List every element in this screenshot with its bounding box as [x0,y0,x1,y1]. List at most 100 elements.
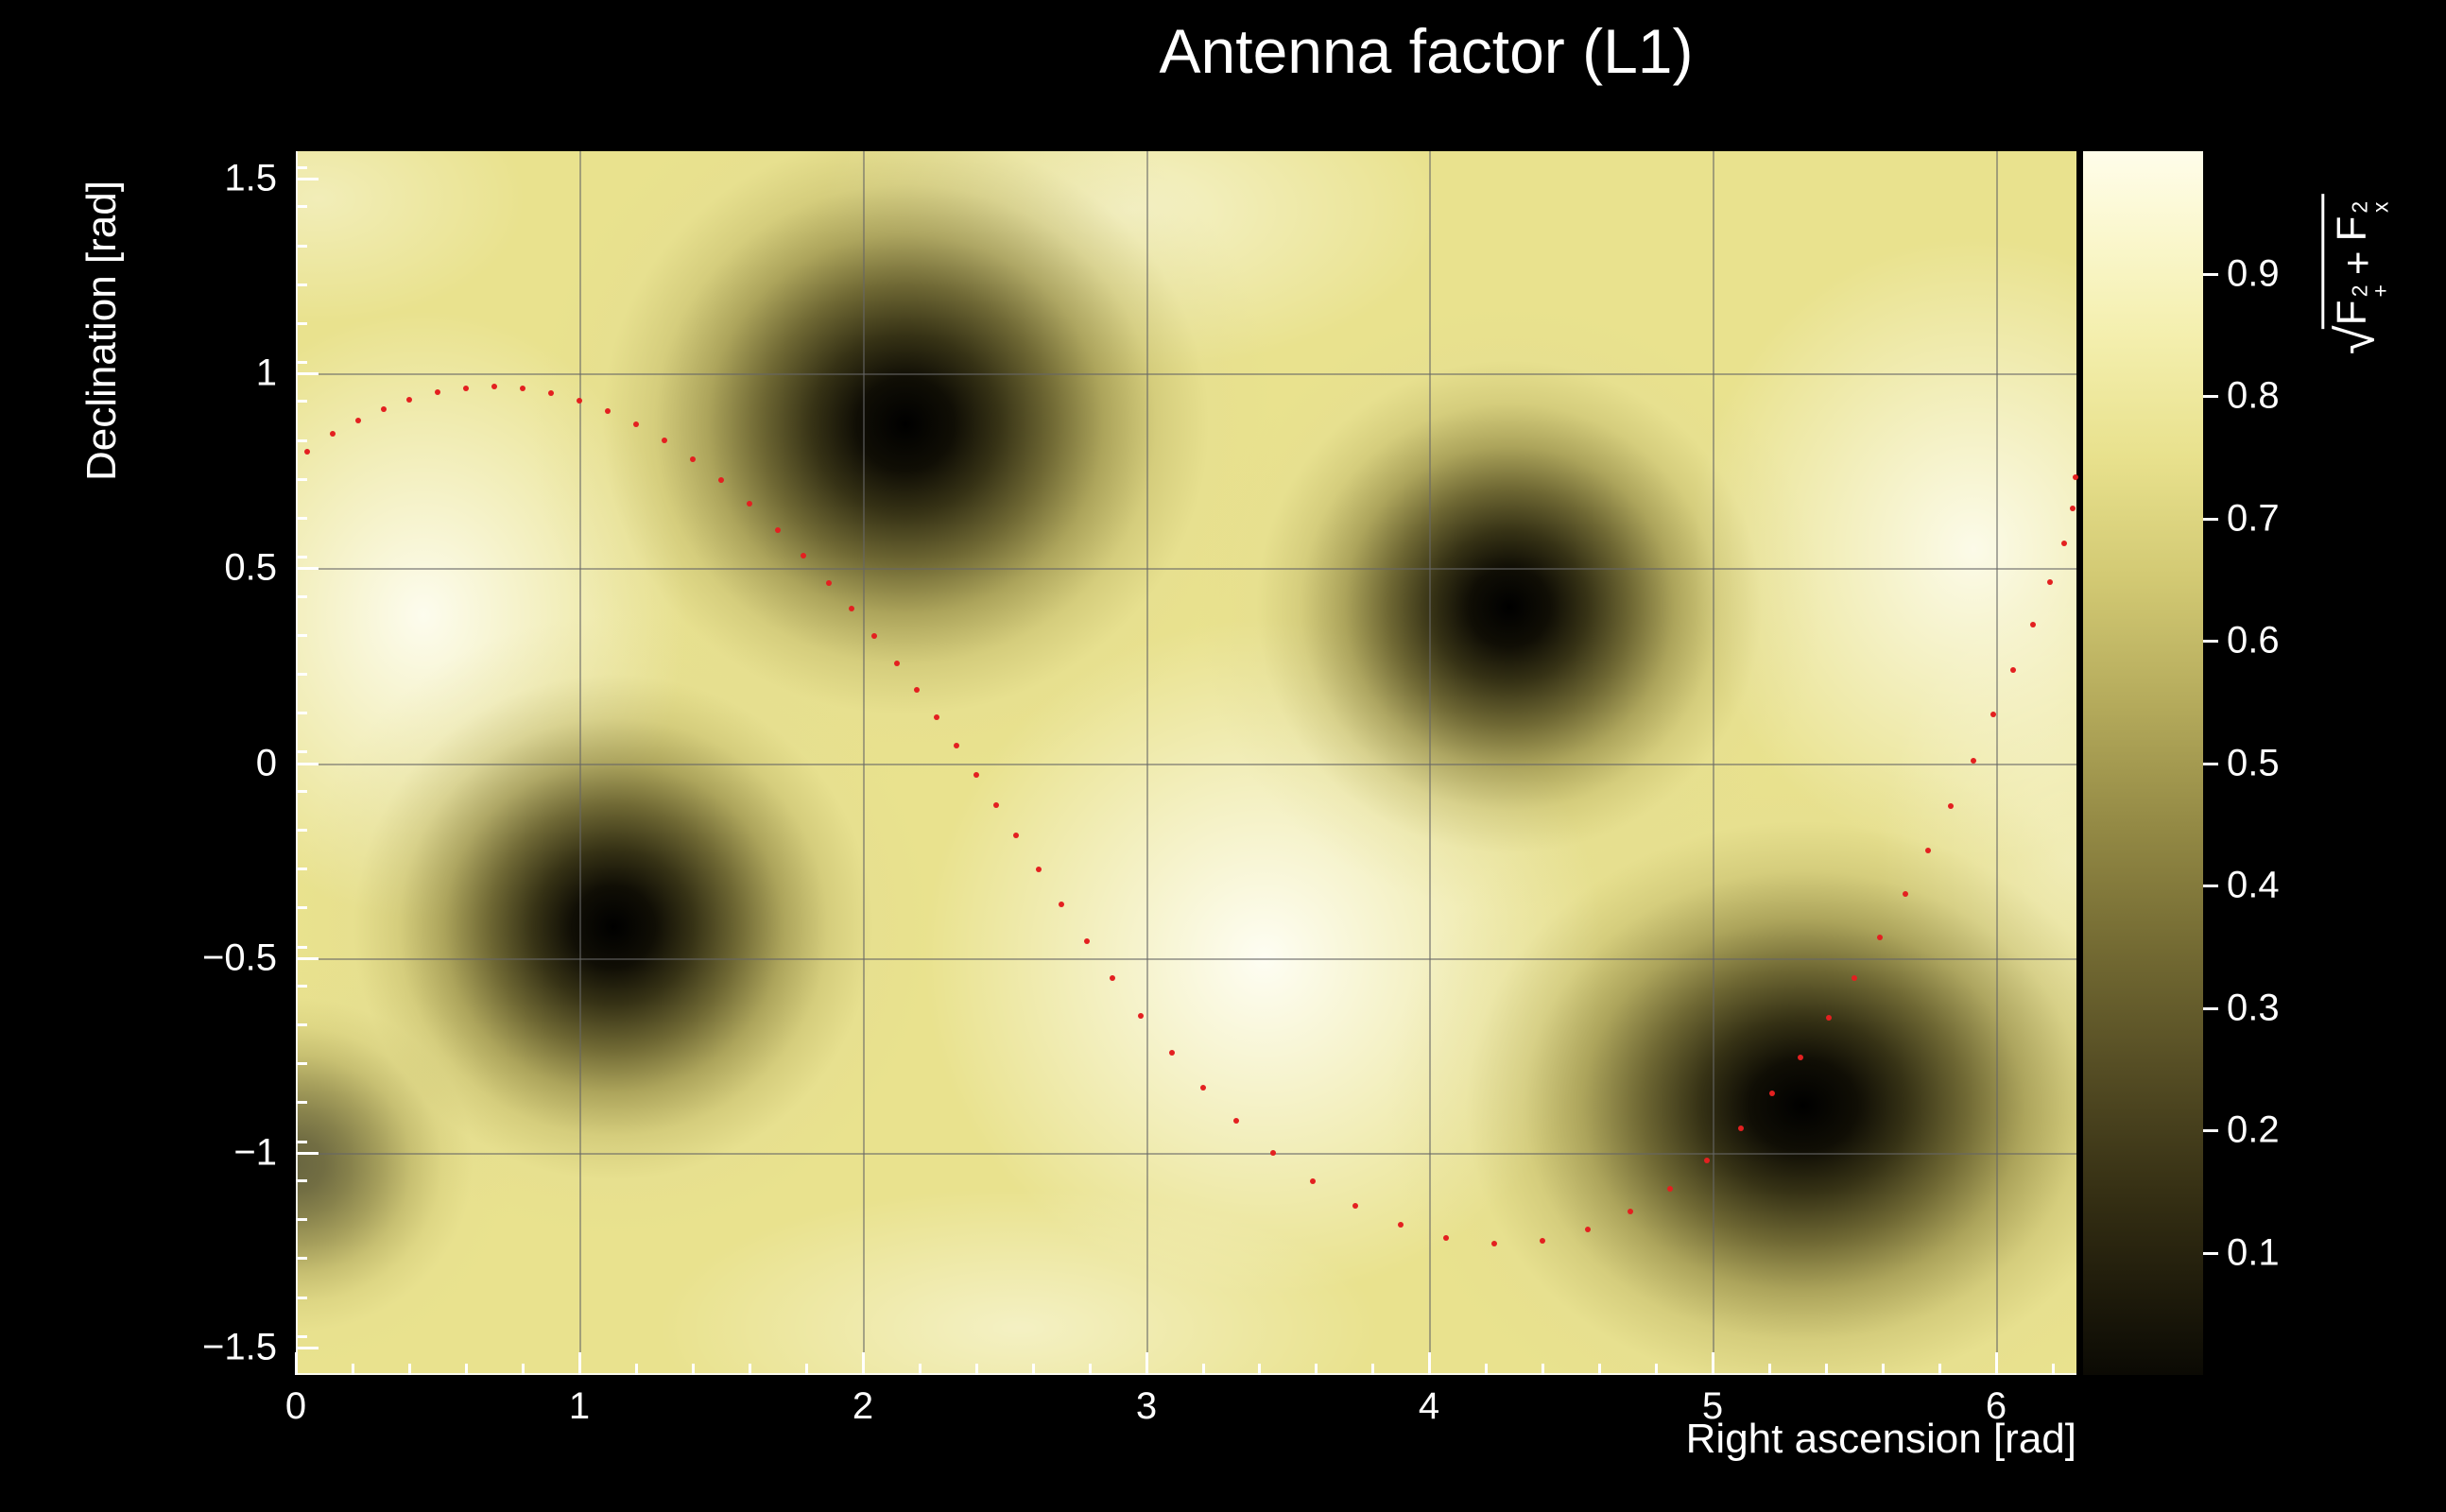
track-dot [1826,1015,1832,1021]
y-major-tick [296,763,319,765]
y-tick-label: −1.5 [202,1326,277,1368]
colorbar-tick-label: 0.4 [2227,864,2280,906]
x-minor-tick [1371,1364,1374,1375]
track-dot [1585,1227,1591,1232]
track-dot [1013,833,1019,838]
colorbar-tick [2203,1129,2218,1132]
colorbar-title: √ F 2 + + F 2 x [2321,193,2392,355]
x-tick-label: 4 [1418,1385,1440,1427]
y-minor-tick [296,556,307,558]
x-minor-tick [975,1364,978,1375]
x-major-tick [1712,1352,1714,1375]
x-minor-tick [1542,1364,1544,1375]
y-tick-label: 0.5 [224,546,277,589]
colorbar-tick-label: 0.1 [2227,1231,2280,1274]
track-dot [520,386,525,391]
y-minor-tick [296,712,307,714]
track-dot [1540,1238,1545,1244]
gridline-x [1713,151,1714,1375]
y-minor-tick [296,205,307,208]
track-dot [2073,474,2078,480]
track-dot [1110,975,1115,981]
gridline-x [1146,151,1148,1375]
x-minor-tick [1258,1364,1261,1375]
y-minor-tick [296,906,307,909]
x-minor-tick [1089,1364,1092,1375]
track-dot [1948,803,1954,809]
x-major-tick [862,1352,865,1375]
x-minor-tick [1315,1364,1318,1375]
y-minor-tick [296,1023,307,1026]
track-dot [381,406,387,412]
x-minor-tick [1032,1364,1035,1375]
x-minor-tick [465,1364,468,1375]
track-dot [662,438,667,443]
track-dot [1200,1085,1206,1091]
x-tick-label: 3 [1135,1385,1158,1427]
colorbar-tick [2203,273,2218,276]
y-minor-tick [296,673,307,676]
y-minor-tick [296,1062,307,1065]
x-minor-tick [1485,1364,1488,1375]
f-plus-sub: + [2368,284,2392,298]
track-dot [463,386,469,391]
colorbar-tick-label: 0.3 [2227,987,2280,1029]
y-minor-tick [296,790,307,793]
radical-sign: √ [2325,325,2385,355]
y-minor-tick [296,439,307,442]
y-minor-tick [296,750,307,753]
track-dot [2030,622,2036,627]
y-minor-tick [296,166,307,169]
y-major-tick [296,1347,319,1349]
antenna-minimum-blob [296,958,514,1371]
track-dot [801,553,806,558]
colorbar-tick-label: 0.6 [2227,619,2280,662]
f-cross-sub: x [2368,201,2392,213]
y-minor-tick [296,245,307,248]
x-minor-tick [352,1364,354,1375]
x-major-tick [295,1352,298,1375]
y-major-tick [296,567,319,570]
gridline-y [296,568,2076,570]
gridline-y [296,373,2076,375]
y-major-tick [296,1152,319,1155]
track-dot [826,580,832,586]
x-minor-tick [1598,1364,1601,1375]
y-minor-tick [296,1141,307,1143]
y-minor-tick [296,1257,307,1260]
track-dot [1798,1055,1803,1060]
track-dot [1036,867,1042,872]
plus-operator: + [2334,250,2382,276]
track-dot [2070,506,2076,511]
x-minor-tick [919,1364,922,1375]
track-dot [1084,938,1090,944]
y-minor-tick [296,400,307,403]
track-dot [1852,975,1857,981]
colorbar-tick-label: 0.5 [2227,742,2280,784]
track-dot [491,384,497,389]
colorbar-tick [2203,395,2218,398]
y-major-tick [296,372,319,375]
track-dot [1270,1150,1276,1156]
track-dot [577,398,582,404]
x-minor-tick [2052,1364,2055,1375]
y-tick-label: −1 [233,1131,277,1174]
track-dot [1738,1125,1744,1131]
track-dot [605,408,611,414]
track-dot [1233,1118,1239,1124]
y-minor-tick [296,829,307,832]
gridline-y [296,958,2076,960]
gridline-y [296,764,2076,765]
colorbar-tick-label: 0.7 [2227,497,2280,540]
y-minor-tick [296,1335,307,1338]
x-minor-tick [1655,1364,1658,1375]
figure-title: Antenna factor (L1) [1159,16,1694,86]
x-minor-tick [1882,1364,1885,1375]
track-dot [914,687,920,693]
track-dot [1925,848,1931,853]
y-minor-tick [296,868,307,870]
x-major-tick [1145,1352,1148,1375]
